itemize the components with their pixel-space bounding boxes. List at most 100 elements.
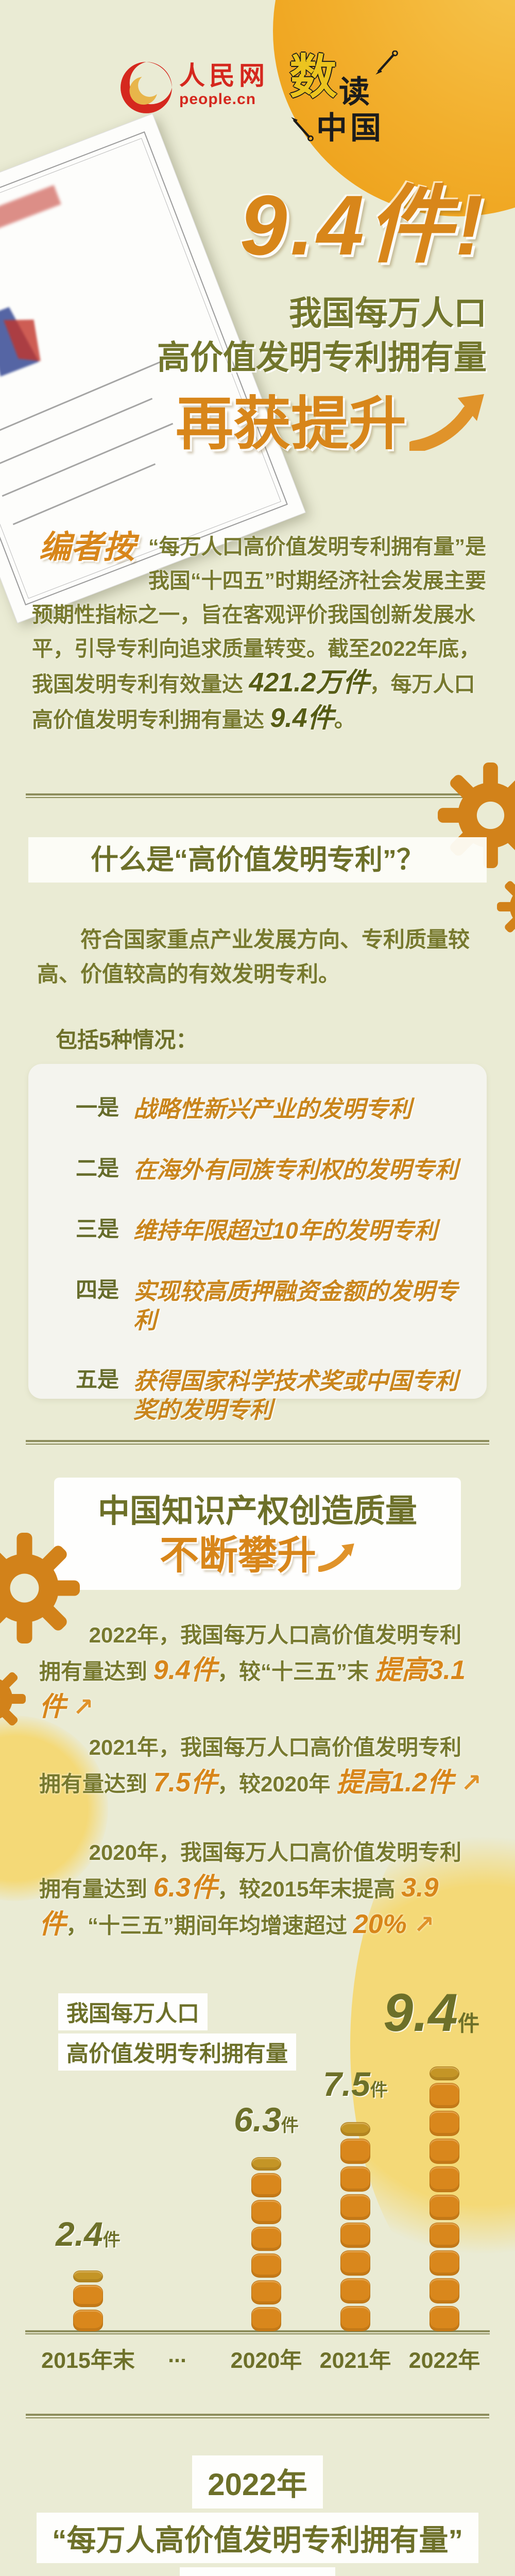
chart-series-label-line1: 我国每万人口 <box>58 1993 208 2030</box>
text-segment: 2022年，我国每万人口高价值发明专利拥有量达到 <box>39 1623 462 1684</box>
rise-paragraph-2021: 2021年，我国每万人口高价值发明专利拥有量达到 7.5件，较2020年 提高1… <box>39 1730 483 1802</box>
coin-segment <box>73 2270 103 2283</box>
coin-segment <box>430 2306 459 2331</box>
list-item-text: 维持年限超过10年的发明专利 <box>133 1217 438 1244</box>
chart-x-tick-label: ... <box>168 2343 186 2367</box>
coin-segment <box>430 2083 459 2109</box>
list-item: 四是 实现较高质押融资金额的发明专利 <box>76 1277 466 1335</box>
brand-char-shu: 数 <box>289 51 337 104</box>
coin-segment <box>340 2222 370 2248</box>
list-item-text: 实现较高质押融资金额的发明专利 <box>133 1278 458 1333</box>
coin-segment <box>430 2139 459 2164</box>
emphasized-number: 9.4件 <box>270 703 334 733</box>
rise-banner-line1: 中国知识产权创造质量 <box>97 1494 417 1529</box>
list-item-prefix: 三是 <box>76 1217 119 1241</box>
text-segment: 2021年，我国每万人口高价值发明专利拥有量达到 <box>39 1735 462 1796</box>
chart-x-tick-label: 2021年 <box>319 2348 391 2373</box>
text-segment: ，较2020年 <box>217 1772 337 1796</box>
list-item: 三是 维持年限超过10年的发明专利 <box>76 1216 466 1245</box>
gear-icon <box>497 873 515 940</box>
coin-segment <box>430 2166 459 2192</box>
coin-segment <box>73 2309 103 2331</box>
chart-top-value: 9.4件 <box>383 1986 479 2040</box>
rise-paragraph-2020: 2020年，我国每万人口高价值发明专利拥有量达到 6.3件，较2015年末提高 … <box>39 1835 483 1943</box>
chart-bar <box>430 2055 459 2331</box>
list-item-prefix: 五是 <box>76 1367 119 1392</box>
coin-segment <box>251 2173 281 2197</box>
coin-segment <box>430 2194 459 2220</box>
people-logo-en: people.cn <box>179 91 256 108</box>
emphasized-number: 9.4件 <box>153 1655 217 1685</box>
chart-plot: 2.4件 6.3件 7.5件 <box>25 1986 490 2335</box>
gear-icon <box>0 1664 26 1734</box>
list-item: 二是 在海外有同族专利权的发明专利 <box>76 1156 466 1184</box>
hero-headline-number: 9.4件! <box>239 178 487 273</box>
list-item: 一是 战略性新兴产业的发明专利 <box>76 1095 466 1124</box>
editor-note: 编者按 “每万人口高价值发明专利拥有量”是我国“十四五”时期经济社会发展主要预期… <box>32 530 487 737</box>
section1-list-label: 包括5种情况： <box>56 1028 198 1052</box>
emphasized-number: 20% <box>353 1909 407 1939</box>
section-divider <box>26 1440 489 1445</box>
list-item: 五是 获得国家科学技术奖或中国专利奖的发明专利 <box>76 1367 466 1425</box>
chart-series-label-line2: 高价值发明专利拥有量 <box>58 2033 296 2071</box>
hero-line1: 我国每万人口 <box>289 295 487 332</box>
rise-banner-line2: 不断攀升 <box>160 1534 316 1578</box>
editor-note-text: “每万人口高价值发明专利拥有量”是我国“十四五”时期经济社会发展主要预期性指标之… <box>32 535 487 733</box>
hero-title: 9.4件! 我国每万人口 高价值发明专利拥有量 再获提升 <box>157 180 487 455</box>
chart-bar <box>73 2261 103 2331</box>
pen-icon <box>287 113 315 141</box>
chart-bar <box>251 2146 281 2331</box>
text-segment: 。 <box>334 708 355 732</box>
up-right-swoosh-arrow-icon <box>409 393 487 451</box>
coin-segment <box>430 2066 459 2081</box>
coin-segment <box>251 2227 281 2251</box>
section1-intro: 符合国家重点产业发展方向、专利质量较高、价值较高的有效发明专利。 <box>37 927 470 986</box>
coin-segment <box>73 2285 103 2307</box>
features-title: 2022年 “每万人高价值发明专利拥有量” 3大特点 <box>0 2451 515 2576</box>
emphasized-number: 提高1.2件 <box>336 1768 454 1798</box>
emphasized-number: 3.9件 <box>39 1873 439 1939</box>
hero-line2: 高价值发明专利拥有量 <box>157 339 487 376</box>
coin-segment <box>251 2253 281 2278</box>
text-segment: 2020年，我国每万人口高价值发明专利拥有量达到 <box>39 1840 462 1901</box>
list-item-text: 获得国家科学技术奖或中国专利奖的发明专利 <box>133 1368 458 1423</box>
list-item-text: 在海外有同族专利权的发明专利 <box>133 1157 458 1183</box>
coin-segment <box>340 2278 370 2303</box>
coin-segment <box>251 2157 281 2171</box>
list-item-prefix: 二是 <box>76 1156 119 1180</box>
people-cn-logo: 人民网 people.cn <box>119 61 269 114</box>
coin-segment <box>340 2139 370 2164</box>
features-title-line3: 3大特点 <box>180 2567 335 2576</box>
coin-segment <box>430 2278 459 2303</box>
section-divider <box>26 2414 489 2419</box>
chart-bar <box>340 2111 370 2331</box>
text-segment: “每万人口高价值发明专利拥有量”是我国“十四五”时期经济社会发展主要预期性指标之… <box>32 535 487 696</box>
chart-series-label: 我国每万人口 高价值发明专利拥有量 <box>58 1993 296 2074</box>
coin-segment <box>430 2222 459 2248</box>
brand-char-du: 读 <box>339 75 370 109</box>
emphasized-number: 提高3.1件 <box>39 1655 466 1722</box>
shudu-zhongguo-logo: 数 读 中国 <box>287 51 403 145</box>
coin-segment <box>251 2307 281 2331</box>
coin-segment <box>251 2280 281 2304</box>
people-cn-emblem-icon <box>119 61 173 114</box>
section-divider <box>26 793 489 799</box>
coin-segment <box>340 2250 370 2276</box>
up-arrow-icon: ↗ <box>66 1693 94 1721</box>
patent-bar-chart: 2.4件 6.3件 7.5件 我国每万人口 高价值发明专利拥有量 9.4件 2015… <box>25 1986 490 2398</box>
coin-segment <box>340 2122 370 2137</box>
emphasized-number: 421.2万件 <box>249 668 370 698</box>
chart-value-label: 2.4件 <box>56 2215 121 2253</box>
up-arrow-icon: ↗ <box>406 1911 435 1939</box>
text-segment: ，每万人口高价值发明专利拥有量达 <box>32 672 475 732</box>
rise-banner: 中国知识产权创造质量 不断攀升 <box>54 1478 461 1590</box>
text-segment: ，较2015年末提高 <box>217 1877 402 1901</box>
chart-top-value-unit: 件 <box>457 2011 479 2036</box>
coin-segment <box>430 2111 459 2137</box>
chart-value-label: 6.3件 <box>234 2100 299 2139</box>
editor-note-label: 编者按 <box>39 530 135 565</box>
text-segment: ，较“十三五”末 <box>217 1659 375 1684</box>
pen-icon <box>372 50 400 78</box>
features-title-line2: “每万人高价值发明专利拥有量” <box>37 2513 478 2563</box>
chart-top-value-number: 9.4 <box>383 1983 458 2043</box>
